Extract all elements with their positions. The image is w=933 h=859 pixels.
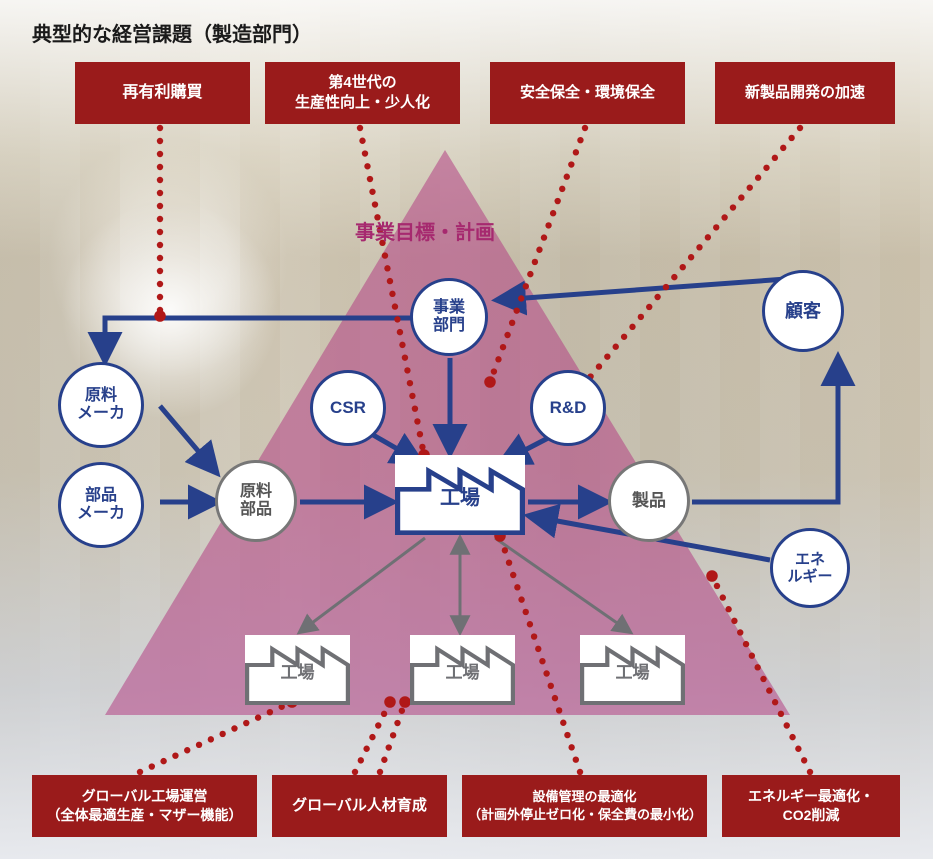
node-parts-maker: 部品メーカ [58,462,144,548]
node-rnd: R&D [530,370,606,446]
factory-node: 工場 [245,635,350,705]
issue-box-procurement: 再有利購買 [75,62,250,124]
issue-box-safety: 安全保全・環境保全 [490,62,685,124]
node-csr: CSR [310,370,386,446]
issue-box-global-hr: グローバル人材育成 [272,775,447,837]
node-product: 製品 [608,460,690,542]
issue-box-npd: 新製品開発の加速 [715,62,895,124]
issue-box-maint: 設備管理の最適化（計画外停止ゼロ化・保全費の最小化） [462,775,707,837]
node-energy-c: エネルギー [770,528,850,608]
pyramid-label: 事業目標・計画 [355,216,495,245]
factory-node: 工場 [410,635,515,705]
node-raw-parts: 原料部品 [215,460,297,542]
factory-node: 工場 [580,635,685,705]
node-raw-maker: 原料メーカ [58,362,144,448]
page-title: 典型的な経営課題（製造部門） [32,18,312,47]
node-biz-div: 事業部門 [410,278,488,356]
background [0,0,933,859]
issue-box-global-ops: グローバル工場運営（全体最適生産・マザー機能） [32,775,257,837]
issue-box-gen4: 第4世代の生産性向上・少人化 [265,62,460,124]
issue-box-energy: エネルギー最適化・CO2削減 [722,775,900,837]
node-customer: 顧客 [762,270,844,352]
factory-node: 工場 [395,455,525,535]
